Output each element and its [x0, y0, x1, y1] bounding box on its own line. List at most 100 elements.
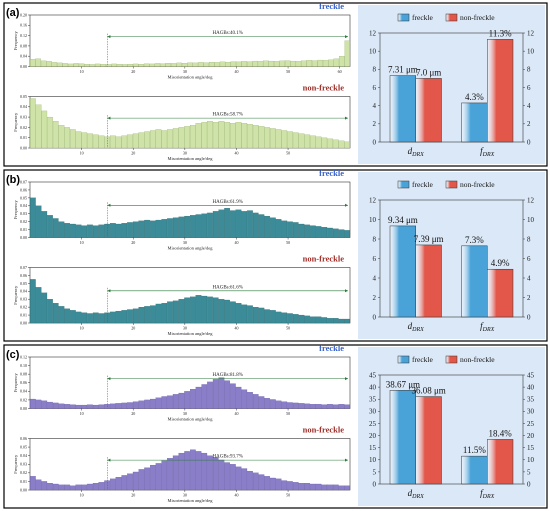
histogram-bar [41, 110, 48, 149]
y-tick-label: 0.06 [20, 273, 27, 278]
histogram-bar [332, 484, 339, 491]
x-tick-label: 30 [183, 411, 187, 416]
histogram-bar [270, 477, 276, 491]
histogram-bar [344, 40, 350, 67]
histogram-bar [327, 227, 333, 238]
histogram-bar [275, 129, 282, 149]
y-tick-label-left: 15 [369, 444, 377, 452]
y-tick-label: 0.02 [20, 219, 27, 224]
histogram-bar [258, 214, 265, 238]
bar-chart-background [358, 5, 545, 164]
y-tick-label-left: 4 [373, 274, 377, 282]
x-tick-label: 50 [286, 493, 290, 498]
y-tick-label: 0.01 [20, 479, 27, 484]
y-tick-label-left: 40 [369, 384, 377, 392]
legend-label-non-freckle: non-freckle [460, 13, 495, 22]
panel-frame [3, 2, 548, 167]
histogram-bar [98, 404, 105, 409]
histogram-bar [161, 460, 168, 491]
histogram-bar [344, 318, 350, 324]
y-tick-label-right: 12 [527, 196, 535, 204]
histogram-bar [150, 305, 156, 324]
bar-freckle [461, 102, 488, 143]
histogram-bar [281, 220, 288, 238]
bar-data-label: 4.9% [491, 258, 510, 268]
histogram-bar [41, 481, 48, 491]
histogram-bar [64, 127, 70, 149]
histogram-bar [332, 404, 339, 409]
legend-swatch-freckle [397, 180, 410, 189]
y-tick-label-left: 0 [373, 313, 377, 321]
histogram-bar [127, 402, 133, 409]
histogram-bar [172, 217, 179, 238]
histogram-bar [270, 310, 276, 324]
histogram-bar [115, 477, 122, 491]
bar-data-label: 11.3% [489, 28, 512, 38]
bar-data-label: 7.0 μm [416, 67, 441, 77]
histogram-bar [207, 381, 213, 409]
x-tick-label: 60 [338, 69, 342, 74]
histogram-bar [30, 59, 36, 67]
histogram-bar [64, 484, 70, 491]
sample-name-label: freckle [319, 343, 344, 353]
histogram-bar [75, 224, 82, 238]
histogram-bar [98, 135, 105, 149]
histogram-bar [201, 384, 208, 409]
histogram-bar [224, 380, 230, 409]
y-tick-label-left: 6 [373, 84, 377, 92]
legend-swatch-non-freckle [445, 13, 458, 22]
x-tick-label: 10 [80, 240, 84, 245]
histogram-bar [144, 306, 150, 324]
x-tick-label: 30 [183, 69, 187, 74]
category-label-main: f [480, 146, 484, 156]
y-tick-label-left: 0 [373, 480, 377, 488]
hagb-label: HAGBs:61.6% [212, 285, 242, 290]
histogram-bar [35, 58, 41, 67]
histogram-bar [195, 214, 202, 238]
histogram-bar [190, 125, 196, 149]
histogram-bar [268, 60, 275, 67]
bar-non-freckle [487, 439, 514, 485]
y-tick-label: 0.07 [20, 179, 27, 184]
histogram-bar [41, 400, 48, 409]
sample-name-label: freckle [319, 1, 344, 11]
histogram-bar [230, 301, 236, 324]
histogram-bar [201, 295, 208, 324]
hagb-arrow-left [107, 203, 111, 207]
x-tick-label: 10 [80, 411, 84, 416]
histogram-bar [52, 303, 59, 324]
histogram-bar [41, 211, 48, 238]
histogram-bar [30, 398, 36, 409]
histogram-bar [247, 305, 253, 324]
histogram-bar [132, 221, 139, 238]
x-axis-label: Misorientation angle/deg [167, 156, 213, 161]
y-tick-label: 0.05 [20, 94, 27, 99]
y-tick-label-right: 10 [527, 456, 535, 464]
y-tick-label-left: 12 [369, 29, 377, 37]
histogram-bar [40, 60, 47, 67]
histogram-bar [344, 230, 350, 238]
histogram-bar [172, 394, 179, 409]
x-tick-label: 50 [286, 240, 290, 245]
category-label-main: d [408, 146, 413, 156]
histogram-bar [241, 468, 248, 491]
bar-chart-axes [379, 374, 524, 485]
histogram-bar [47, 483, 53, 491]
histogram-bar [35, 104, 42, 149]
histogram-bar [47, 401, 53, 409]
histogram-bar [110, 311, 116, 324]
histogram-bar [247, 124, 253, 149]
histogram-bar [171, 63, 177, 67]
y-tick-label: 0.12 [20, 33, 27, 38]
histogram-bar [230, 210, 236, 238]
histogram-bar [132, 471, 139, 491]
histogram-bar [327, 484, 333, 491]
x-tick-label: 20 [131, 151, 135, 156]
histogram-bar [275, 478, 282, 491]
bar-data-label: 11.5% [463, 445, 486, 455]
histogram-bar [115, 223, 122, 238]
histogram-bar [67, 63, 74, 67]
histogram-bar [184, 215, 190, 238]
histogram-bar [258, 126, 265, 149]
y-tick-label: 0.01 [20, 135, 27, 140]
